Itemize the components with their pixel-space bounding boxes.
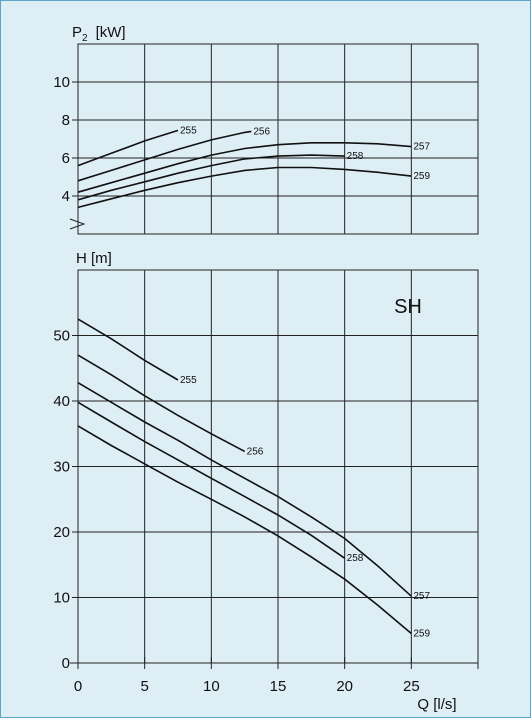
head-curve-label-256: 256 <box>247 446 264 457</box>
head-curve-label-257: 257 <box>413 591 430 602</box>
head-curve-257 <box>77 382 412 597</box>
head-annotation: SH <box>394 296 422 318</box>
power-axis-marker <box>69 218 86 230</box>
power-curve-label-258: 258 <box>347 151 364 162</box>
head-ytick-label: 20 <box>53 524 70 541</box>
power-ytick-label: 10 <box>53 74 70 91</box>
head-curve-259 <box>77 425 412 635</box>
head-ytick-label: 50 <box>53 328 70 345</box>
power-ytick-label: 4 <box>62 188 70 205</box>
head-curve-label-255: 255 <box>180 375 197 386</box>
power-curve-259 <box>77 166 412 209</box>
x-tick-label: 5 <box>140 678 148 695</box>
head-ytick-label: 0 <box>62 655 70 672</box>
head-curve-258 <box>77 401 346 559</box>
power-curve-257 <box>77 142 412 193</box>
x-tick-label: 25 <box>403 678 420 695</box>
head-xlabel: Q [l/s] <box>417 696 456 713</box>
head-curve-256 <box>77 354 246 453</box>
head-ylabel: H [m] <box>76 250 112 267</box>
head-ytick-label: 40 <box>53 393 70 410</box>
power-curve-label-259: 259 <box>413 171 430 182</box>
x-tick-label: 20 <box>336 678 353 695</box>
x-tick-label: 15 <box>270 678 287 695</box>
head-ytick-label: 30 <box>53 459 70 476</box>
x-tick-label: 0 <box>74 678 82 695</box>
power-panel: 4 6 8 10 255 256 257 258 259 <box>53 43 479 235</box>
power-curve-258 <box>77 154 345 201</box>
power-curve-label-256: 256 <box>253 126 270 137</box>
head-curve-label-259: 259 <box>413 629 430 640</box>
head-curve-255 <box>77 318 179 381</box>
head-panel: 0 10 20 30 40 50 255 256 257 258 259 <box>53 269 479 672</box>
power-curve-label-257: 257 <box>413 142 430 153</box>
head-ytick-label: 10 <box>53 590 70 607</box>
x-tick-label: 10 <box>203 678 220 695</box>
power-curve-label-255: 255 <box>180 125 197 136</box>
power-curve-256 <box>77 130 252 182</box>
head-curve-label-258: 258 <box>347 553 364 564</box>
power-ytick-label: 8 <box>62 112 70 129</box>
power-curve-255 <box>77 129 179 167</box>
power-ytick-label: 6 <box>62 150 70 167</box>
power-ylabel: P2 [kW] <box>72 24 126 44</box>
